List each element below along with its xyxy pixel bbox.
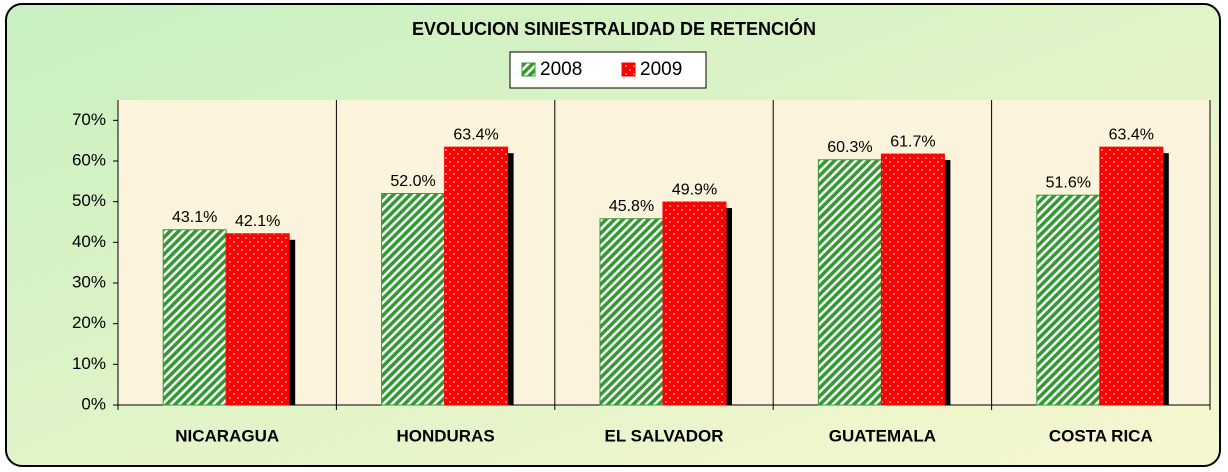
data-label: 42.1% (235, 213, 280, 230)
data-label: 63.4% (1109, 126, 1154, 143)
bar (1036, 194, 1101, 406)
bar (381, 193, 446, 406)
bar (225, 233, 290, 406)
data-label: 51.6% (1046, 174, 1091, 191)
chart-title: EVOLUCION SINIESTRALIDAD DE RETENCIÓN (412, 18, 816, 39)
data-label: 60.3% (827, 139, 872, 156)
x-tick-label: NICARAGUA (175, 426, 279, 445)
legend-label: 2008 (540, 59, 582, 80)
x-tick-label: HONDURAS (396, 426, 494, 445)
y-tick-label: 0% (81, 394, 106, 413)
data-label: 43.1% (172, 209, 217, 226)
bar (1099, 146, 1164, 406)
bar (817, 159, 882, 406)
legend-swatch (521, 62, 536, 77)
data-label: 45.8% (609, 198, 654, 215)
bar (162, 229, 227, 406)
y-tick-label: 10% (72, 354, 106, 373)
legend-label: 2009 (640, 59, 682, 80)
y-tick-label: 20% (72, 313, 106, 332)
data-label: 49.9% (672, 181, 717, 198)
x-tick-label: EL SALVADOR (604, 426, 723, 445)
data-label: 61.7% (890, 133, 935, 150)
y-tick-label: 70% (72, 110, 106, 129)
y-tick-label: 30% (72, 272, 106, 291)
y-tick-label: 60% (72, 150, 106, 169)
bar (599, 218, 664, 406)
y-tick-label: 50% (72, 191, 106, 210)
y-tick-label: 40% (72, 232, 106, 251)
bar (444, 146, 509, 406)
legend-swatch (621, 62, 636, 77)
data-label: 63.4% (453, 126, 498, 143)
x-tick-label: GUATEMALA (829, 426, 936, 445)
data-label: 52.0% (390, 173, 435, 190)
bar (662, 201, 727, 406)
x-tick-label: COSTA RICA (1049, 426, 1153, 445)
legend (509, 51, 707, 89)
bar (880, 153, 945, 406)
